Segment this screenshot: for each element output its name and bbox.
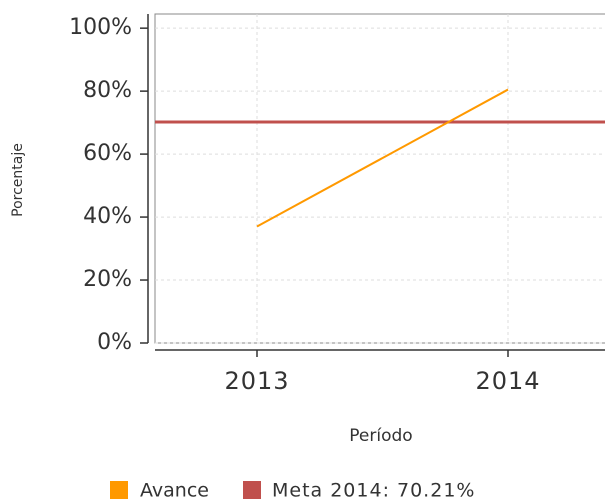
series-line [256,88,509,228]
plot-area [154,13,605,344]
y-tick-label: 0% [97,330,132,355]
x-tick-label: 2013 [224,367,289,395]
y-tick-label: 60% [83,141,132,166]
legend-label: Avance [140,480,209,502]
x-tick-label: 2014 [475,367,540,395]
legend-swatch [243,481,261,499]
y-tick-label: 100% [69,15,132,40]
legend-label: Meta 2014: 70.21% [272,480,475,502]
y-tick-label: 40% [83,204,132,229]
y-tick-label: 80% [83,78,132,103]
y-tick-label: 20% [83,267,132,292]
legend-swatch [110,481,128,499]
y-axis-title: Porcentaje [10,143,26,217]
x-axis-title: Período [349,426,412,446]
